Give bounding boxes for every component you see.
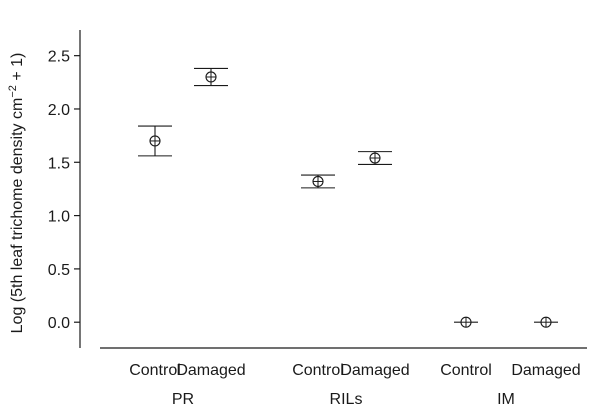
y-tick-label: 2.5 — [48, 49, 70, 66]
y-axis-label: Log (5th leaf trichome density cm−2 + 1) — [7, 53, 26, 334]
y-tick-label: 1.5 — [48, 155, 70, 172]
x-tick-label: Damaged — [511, 362, 580, 379]
x-tick-label: Control — [292, 362, 344, 379]
y-tick-label: 1.0 — [48, 209, 70, 226]
data-point-group — [358, 151, 392, 165]
y-axis-label-tail: + 1) — [9, 53, 26, 85]
data-point-group — [194, 67, 228, 87]
x-tick-label: Control — [440, 362, 492, 379]
data-point-group — [301, 174, 335, 189]
data-point-group — [138, 125, 172, 157]
data-point-group — [454, 316, 478, 328]
x-group-label: IM — [497, 391, 515, 408]
y-axis-label-main: Log (5th leaf trichome density cm — [9, 98, 26, 334]
x-group-label: RILs — [330, 391, 363, 408]
x-tick-label: Control — [129, 362, 181, 379]
data-points — [138, 67, 558, 328]
y-tick-label: 0.0 — [48, 315, 70, 332]
x-group-label: PR — [172, 391, 194, 408]
x-tick-label: Damaged — [340, 362, 409, 379]
x-tick-label: Damaged — [176, 362, 245, 379]
y-axis-label-superscript: −2 — [7, 85, 19, 98]
y-axis: 0.0 0.5 1.0 1.5 2.0 2.5 — [48, 30, 81, 348]
y-tick-label: 2.0 — [48, 102, 70, 119]
y-tick-label: 0.5 — [48, 262, 70, 279]
data-point-group — [534, 316, 558, 328]
